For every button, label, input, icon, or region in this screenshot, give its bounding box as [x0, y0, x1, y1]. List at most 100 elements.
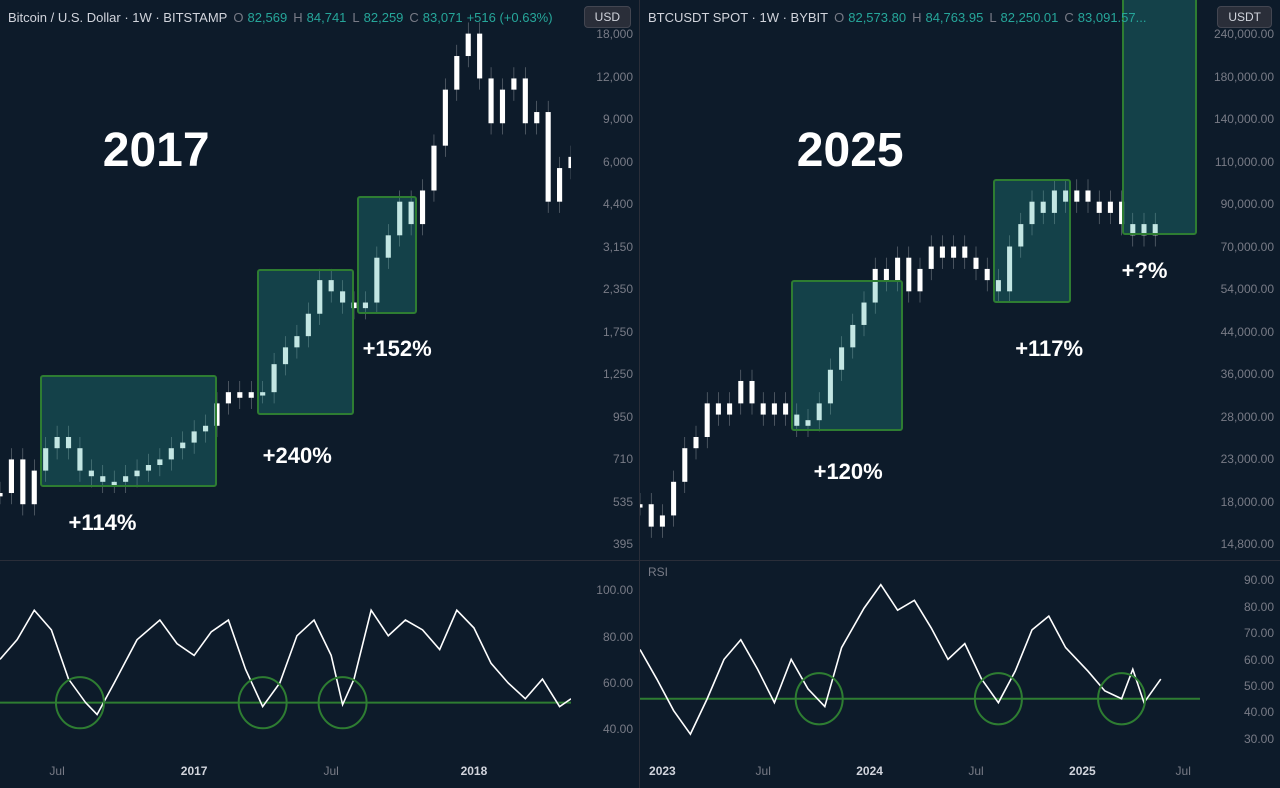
- rsi-ylabel: 100.00: [571, 584, 633, 596]
- year-label: 2017: [103, 123, 210, 178]
- price-ylabel: 2,350: [571, 283, 633, 295]
- currency-badge[interactable]: USD: [584, 6, 631, 28]
- ohlc-h: 84,763.95: [925, 10, 983, 25]
- price-ylabel: 90,000.00: [1200, 198, 1274, 210]
- price-ylabel: 180,000.00: [1200, 71, 1274, 83]
- ohlc-o-prefix: O: [233, 10, 243, 25]
- left-xaxis: Jul 2017 Jul 2018: [0, 758, 639, 788]
- right-rsi-pane[interactable]: RSI 90.00 80.00 70.00 60.00 50.00 40.00 30.00: [640, 560, 1280, 758]
- left-price-ylabels: 18,00012,0009,0006,0004,4003,1502,3501,7…: [571, 0, 639, 560]
- price-ylabel: 14,800.00: [1200, 538, 1274, 550]
- price-ylabel: 240,000.00: [1200, 28, 1274, 40]
- pct-label: +?%: [1122, 258, 1168, 284]
- rsi-ylabel: 40.00: [1200, 706, 1274, 718]
- rsi-ylabel: 60.00: [1200, 654, 1274, 666]
- xaxis-tick: 2025: [1069, 764, 1096, 778]
- rsi-ylabel: 90.00: [1200, 574, 1274, 586]
- highlight-box: [257, 269, 354, 415]
- left-rsi-ylabels: 100.00 80.00 60.00 40.00: [571, 561, 639, 758]
- xaxis-tick: 2024: [856, 764, 883, 778]
- right-panel: BTCUSDT SPOT · 1W · BYBIT O 82,573.80 H 84…: [640, 0, 1280, 788]
- pct-label: +120%: [814, 459, 883, 485]
- price-ylabel: 3,150: [571, 241, 633, 253]
- highlight-box: [1122, 0, 1198, 235]
- right-rsi-ylabels: 90.00 80.00 70.00 60.00 50.00 40.00 30.00: [1200, 561, 1280, 758]
- year-label: 2025: [797, 123, 904, 178]
- price-ylabel: 9,000: [571, 113, 633, 125]
- ohlc-l: 82,250.01: [1001, 10, 1059, 25]
- xaxis-tick: 2023: [649, 764, 676, 778]
- price-ylabel: 18,000.00: [1200, 496, 1274, 508]
- rsi-ylabel: 30.00: [1200, 733, 1274, 745]
- left-panel: Bitcoin / U.S. Dollar · 1W · BITSTAMP O8…: [0, 0, 640, 788]
- price-ylabel: 110,000.00: [1200, 156, 1274, 168]
- pct-label: +117%: [1015, 336, 1083, 362]
- price-ylabel: 54,000.00: [1200, 283, 1274, 295]
- left-header: Bitcoin / U.S. Dollar · 1W · BITSTAMP O8…: [8, 6, 631, 28]
- rsi-ylabel: 70.00: [1200, 627, 1274, 639]
- ticker-text: Bitcoin / U.S. Dollar · 1W · BITSTAMP: [8, 10, 227, 25]
- xaxis-tick: 2018: [461, 764, 488, 778]
- pct-label: +240%: [263, 443, 332, 469]
- xaxis-tick: 2017: [181, 764, 208, 778]
- charts-container: Bitcoin / U.S. Dollar · 1W · BITSTAMP O8…: [0, 0, 1280, 788]
- ohlc-c: 83,071: [423, 10, 463, 25]
- price-ylabel: 28,000.00: [1200, 411, 1274, 423]
- currency-badge[interactable]: USDT: [1217, 6, 1272, 28]
- right-price-pane[interactable]: 240,000.00 180,000.00 140,000.00 110,000.00…: [640, 0, 1280, 560]
- right-price-ylabels: 240,000.00 180,000.00 140,000.00 110,000.00…: [1200, 0, 1280, 560]
- ohlc-o-prefix: O: [834, 10, 844, 25]
- price-ylabel: 710: [571, 453, 633, 465]
- price-ylabel: 4,400: [571, 198, 633, 210]
- change-text: +516 (+0.63%): [467, 10, 553, 25]
- highlight-box: [993, 179, 1071, 302]
- rsi-ylabel: 40.00: [571, 723, 633, 735]
- price-ylabel: 12,000: [571, 71, 633, 83]
- ohlc-c: 83,091.57...: [1078, 10, 1147, 25]
- highlight-box: [791, 280, 903, 431]
- ohlc-h-prefix: H: [912, 10, 921, 25]
- ohlc-l-prefix: L: [352, 10, 359, 25]
- ohlc-c-prefix: C: [1064, 10, 1073, 25]
- left-rsi-pane[interactable]: 100.00 80.00 60.00 40.00: [0, 560, 639, 758]
- rsi-ylabel: 80.00: [571, 631, 633, 643]
- ohlc-l: 82,259: [364, 10, 404, 25]
- rsi-ylabel: 50.00: [1200, 680, 1274, 692]
- price-ylabel: 395: [571, 538, 633, 550]
- xaxis-tick: Jul: [324, 764, 339, 778]
- left-rsi-chart: [0, 561, 571, 758]
- rsi-title: RSI: [648, 565, 668, 579]
- ohlc-l-prefix: L: [989, 10, 996, 25]
- right-rsi-chart: [640, 561, 1200, 758]
- xaxis-tick: Jul: [968, 764, 983, 778]
- ohlc-h-prefix: H: [293, 10, 302, 25]
- highlight-box: [40, 375, 217, 487]
- price-ylabel: 18,000: [571, 28, 633, 40]
- ohlc-h: 84,741: [307, 10, 347, 25]
- price-ylabel: 1,750: [571, 326, 633, 338]
- pct-label: +114%: [69, 510, 137, 536]
- price-ylabel: 535: [571, 496, 633, 508]
- left-price-pane[interactable]: 18,00012,0009,0006,0004,4003,1502,3501,7…: [0, 0, 639, 560]
- highlight-box: [357, 196, 417, 314]
- price-ylabel: 1,250: [571, 368, 633, 380]
- rsi-ylabel: 60.00: [571, 677, 633, 689]
- ohlc-o: 82,573.80: [848, 10, 906, 25]
- right-xaxis: 2023 Jul 2024 Jul 2025 Jul: [640, 758, 1280, 788]
- ohlc-c-prefix: C: [409, 10, 418, 25]
- ticker-text: BTCUSDT SPOT · 1W · BYBIT: [648, 10, 828, 25]
- price-ylabel: 950: [571, 411, 633, 423]
- rsi-ylabel: 80.00: [1200, 601, 1274, 613]
- xaxis-tick: Jul: [1176, 764, 1191, 778]
- price-ylabel: 36,000.00: [1200, 368, 1274, 380]
- xaxis-tick: Jul: [49, 764, 64, 778]
- pct-label: +152%: [363, 336, 432, 362]
- price-ylabel: 140,000.00: [1200, 113, 1274, 125]
- price-ylabel: 44,000.00: [1200, 326, 1274, 338]
- price-ylabel: 70,000.00: [1200, 241, 1274, 253]
- right-header: BTCUSDT SPOT · 1W · BYBIT O 82,573.80 H 84…: [648, 6, 1272, 28]
- right-price-chart: +120% +117% +?% 2025: [640, 0, 1200, 560]
- xaxis-tick: Jul: [756, 764, 771, 778]
- left-price-chart: +114% +240% +152% 2017: [0, 0, 571, 560]
- ohlc-o: 82,569: [247, 10, 287, 25]
